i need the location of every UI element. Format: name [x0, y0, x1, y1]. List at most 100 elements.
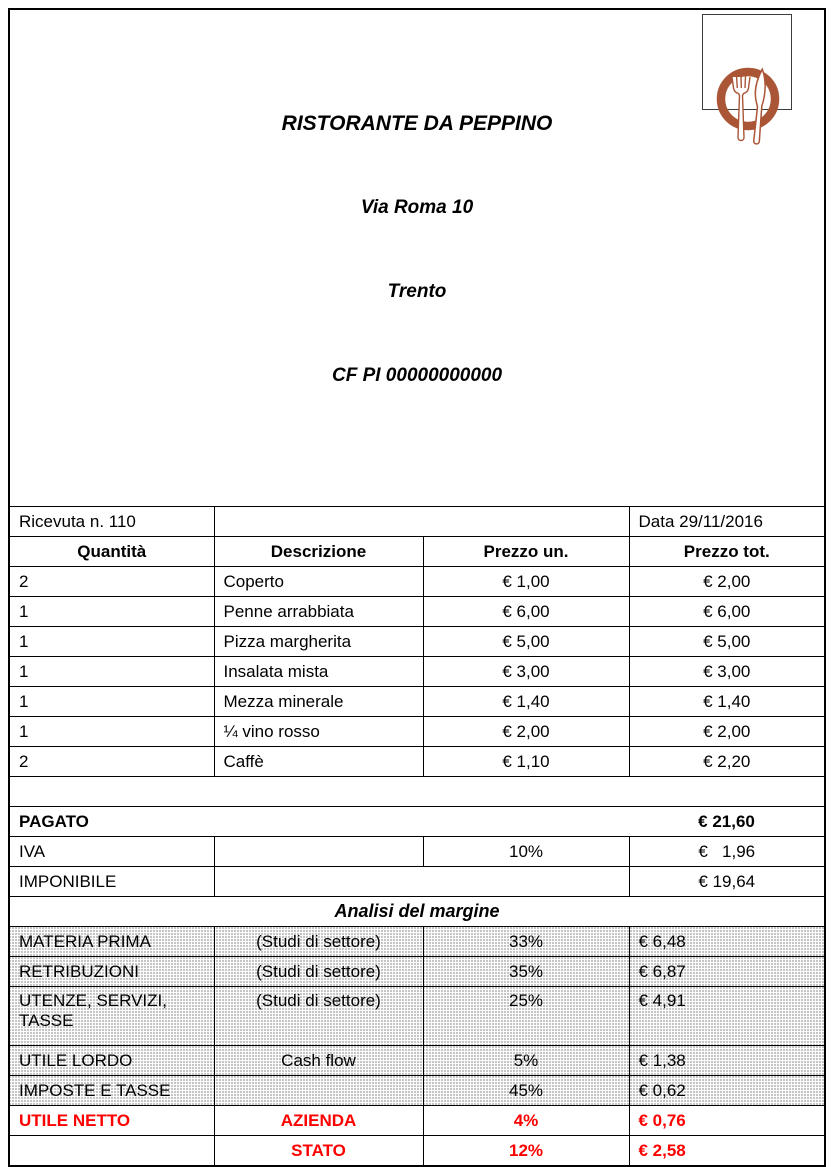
net-label: UTILE NETTO — [8, 1105, 215, 1136]
item-unit-price: € 6,00 — [422, 596, 630, 627]
item-total-price: € 3,00 — [628, 656, 826, 687]
item-qty: 1 — [8, 596, 215, 627]
col-header-total: Prezzo tot. — [628, 536, 826, 567]
item-total-price: € 2,00 — [628, 566, 826, 597]
receipt-table: RISTORANTE DA PEPPINO Via Roma 10 Trento… — [8, 8, 827, 1167]
paid-label: PAGATO — [8, 806, 630, 837]
restaurant-header: RISTORANTE DA PEPPINO Via Roma 10 Trento… — [10, 50, 824, 446]
receipt-number: Ricevuta n. 110 — [8, 506, 215, 537]
margin-pct: 33% — [422, 926, 630, 957]
col-header-unit: Prezzo un. — [422, 536, 630, 567]
taxable-spacer — [213, 866, 630, 897]
item-desc: ¼ vino rosso — [213, 716, 424, 747]
item-unit-price: € 2,00 — [422, 716, 630, 747]
column-header-row: Quantità Descrizione Prezzo un. Prezzo t… — [8, 536, 826, 567]
item-row: 1 Insalata mista € 3,00 € 3,00 — [8, 656, 826, 687]
net-value: € 0,76 — [628, 1105, 826, 1136]
taxable-label: IMPONIBILE — [8, 866, 215, 897]
item-row: 1 Pizza margherita € 5,00 € 5,00 — [8, 626, 826, 657]
receipt-meta-row: Ricevuta n. 110 Data 29/11/2016 — [8, 506, 826, 537]
net-profit-row: STATO 12% € 2,58 — [8, 1135, 826, 1167]
receipt-meta-spacer — [213, 506, 630, 537]
margin-row: IMPOSTE E TASSE 45% € 0,62 — [8, 1075, 826, 1106]
margin-note: Cash flow — [213, 1045, 424, 1076]
vat-rate: 10% — [422, 836, 630, 867]
item-total-price: € 1,40 — [628, 686, 826, 717]
net-value: € 2,58 — [628, 1135, 826, 1167]
col-header-desc: Descrizione — [213, 536, 424, 567]
taxable-row: IMPONIBILE € 19,64 — [8, 866, 826, 897]
spacer-row — [8, 776, 826, 807]
margin-value: € 4,91 — [628, 986, 826, 1046]
item-desc: Pizza margherita — [213, 626, 424, 657]
vat-label: IVA — [8, 836, 215, 867]
item-total-price: € 2,20 — [628, 746, 826, 777]
knife-icon — [753, 67, 766, 145]
margin-label: RETRIBUZIONI — [8, 956, 215, 987]
restaurant-city: Trento — [387, 281, 447, 302]
margin-row: MATERIA PRIMA (Studi di settore) 33% € 6… — [8, 926, 826, 957]
item-desc: Penne arrabbiata — [213, 596, 424, 627]
item-row: 2 Coperto € 1,00 € 2,00 — [8, 566, 826, 597]
header-row: RISTORANTE DA PEPPINO Via Roma 10 Trento… — [8, 8, 826, 507]
item-desc: Caffè — [213, 746, 424, 777]
item-desc: Mezza minerale — [213, 686, 424, 717]
margin-note: (Studi di settore) — [213, 986, 424, 1046]
item-row: 2 Caffè € 1,10 € 2,20 — [8, 746, 826, 777]
item-qty: 2 — [8, 566, 215, 597]
net-pct: 12% — [422, 1135, 630, 1167]
margin-label: IMPOSTE E TASSE — [8, 1075, 215, 1106]
margin-note: (Studi di settore) — [213, 956, 424, 987]
margin-value: € 0,62 — [628, 1075, 826, 1106]
item-total-price: € 5,00 — [628, 626, 826, 657]
margin-row: UTENZE, SERVIZI, TASSE (Studi di settore… — [8, 986, 826, 1046]
plate-circle — [716, 67, 780, 131]
receipt-document: RISTORANTE DA PEPPINO Via Roma 10 Trento… — [8, 8, 827, 1167]
vat-spacer — [213, 836, 424, 867]
restaurant-tax-line: CF PI 00000000000 — [331, 365, 503, 386]
spacer-cell — [8, 776, 826, 807]
plate-fork-knife-icon — [716, 67, 780, 145]
item-unit-price: € 3,00 — [422, 656, 630, 687]
net-note: AZIENDA — [213, 1105, 424, 1136]
margin-value: € 1,38 — [628, 1045, 826, 1076]
col-header-qty: Quantità — [8, 536, 215, 567]
item-qty: 1 — [8, 626, 215, 657]
item-total-price: € 2,00 — [628, 716, 826, 747]
margin-note: (Studi di settore) — [213, 926, 424, 957]
paid-value: € 21,60 — [629, 806, 826, 837]
margin-note — [213, 1075, 424, 1106]
item-unit-price: € 1,10 — [422, 746, 630, 777]
restaurant-logo — [702, 14, 793, 145]
item-qty: 1 — [8, 656, 215, 687]
item-row: 1 Mezza minerale € 1,40 € 1,40 — [8, 686, 826, 717]
margin-label: UTENZE, SERVIZI, TASSE — [8, 986, 215, 1046]
item-qty: 2 — [8, 746, 215, 777]
item-desc: Coperto — [213, 566, 424, 597]
restaurant-name: RISTORANTE DA PEPPINO — [281, 112, 553, 135]
margin-row: UTILE LORDO Cash flow 5% € 1,38 — [8, 1045, 826, 1076]
margin-value: € 6,48 — [628, 926, 826, 957]
item-unit-price: € 1,00 — [422, 566, 630, 597]
taxable-value: € 19,64 — [628, 866, 826, 897]
item-unit-price: € 1,40 — [422, 686, 630, 717]
item-row: 1 Penne arrabbiata € 6,00 € 6,00 — [8, 596, 826, 627]
margin-pct: 25% — [422, 986, 630, 1046]
margin-label: UTILE LORDO — [8, 1045, 215, 1076]
margin-pct: 35% — [422, 956, 630, 987]
vat-row: IVA 10% € 1,96 — [8, 836, 826, 867]
item-unit-price: € 5,00 — [422, 626, 630, 657]
net-label — [8, 1135, 215, 1167]
net-note: STATO — [213, 1135, 424, 1167]
margin-section-row: Analisi del margine — [8, 896, 826, 927]
margin-label: MATERIA PRIMA — [8, 926, 215, 957]
fork-icon — [731, 75, 751, 142]
item-row: 1 ¼ vino rosso € 2,00 € 2,00 — [8, 716, 826, 747]
margin-section-title: Analisi del margine — [8, 896, 826, 927]
restaurant-address: Via Roma 10 — [360, 197, 474, 218]
vat-value: € 1,96 — [628, 836, 826, 867]
item-qty: 1 — [8, 686, 215, 717]
receipt-date: Data 29/11/2016 — [628, 506, 826, 537]
header-cell: RISTORANTE DA PEPPINO Via Roma 10 Trento… — [8, 8, 826, 507]
net-profit-row: UTILE NETTO AZIENDA 4% € 0,76 — [8, 1105, 826, 1136]
